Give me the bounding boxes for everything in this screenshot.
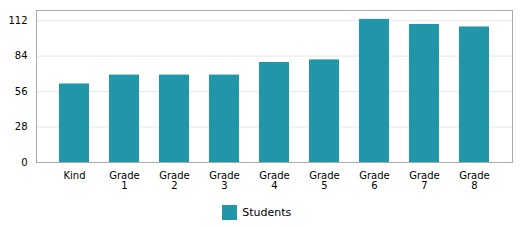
svg-text:56: 56 — [15, 86, 28, 97]
svg-text:Grade6: Grade6 — [359, 170, 390, 191]
svg-text:28: 28 — [15, 121, 28, 132]
svg-text:Grade5: Grade5 — [309, 170, 340, 191]
svg-text:Kind: Kind — [63, 170, 85, 181]
svg-text:Grade1: Grade1 — [109, 170, 140, 191]
html-text:Students: Students — [242, 206, 292, 219]
svg-text:Grade2: Grade2 — [159, 170, 190, 191]
svg-text:84: 84 — [15, 50, 28, 61]
svg-text:112: 112 — [8, 15, 27, 26]
svg-text:Grade7: Grade7 — [409, 170, 440, 191]
svg-text:Grade8: Grade8 — [459, 170, 490, 191]
svg-text:Grade3: Grade3 — [209, 170, 240, 191]
svg-text:0: 0 — [21, 157, 27, 168]
svg-text:Grade4: Grade4 — [259, 170, 290, 191]
